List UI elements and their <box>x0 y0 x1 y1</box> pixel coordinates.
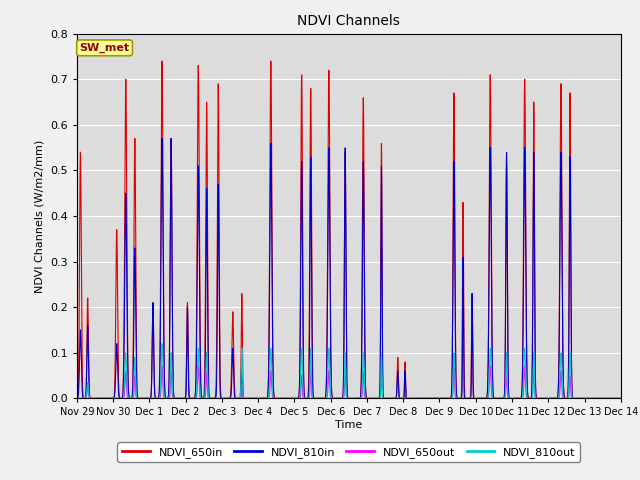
X-axis label: Time: Time <box>335 420 362 430</box>
NDVI_810in <box>73 396 81 401</box>
Line: NDVI_810in: NDVI_810in <box>77 139 621 398</box>
NDVI_810out <box>394 396 402 401</box>
NDVI_810out <box>158 341 166 347</box>
NDVI_650out <box>394 396 402 401</box>
NDVI_810in <box>189 396 197 401</box>
NDVI_810out <box>615 396 623 401</box>
NDVI_810in <box>617 396 625 401</box>
NDVI_650out <box>424 396 432 401</box>
NDVI_810in <box>184 305 191 311</box>
Y-axis label: NDVI Channels (W/m2/mm): NDVI Channels (W/m2/mm) <box>35 139 44 293</box>
NDVI_650in <box>424 396 431 401</box>
NDVI_810in <box>424 396 431 401</box>
Line: NDVI_810out: NDVI_810out <box>77 344 621 398</box>
NDVI_650in <box>615 396 623 401</box>
NDVI_810out <box>617 396 625 401</box>
NDVI_810out <box>73 396 81 401</box>
NDVI_650in <box>596 396 604 401</box>
NDVI_650in <box>617 396 625 401</box>
NDVI_650in <box>184 300 191 306</box>
NDVI_650in <box>276 396 284 401</box>
NDVI_810out <box>184 396 191 401</box>
NDVI_810in <box>276 396 284 401</box>
NDVI_810out <box>276 396 284 401</box>
NDVI_810in <box>158 136 166 142</box>
NDVI_650out <box>189 396 197 401</box>
NDVI_650out <box>184 396 191 401</box>
NDVI_650out <box>501 394 509 400</box>
Text: SW_met: SW_met <box>79 43 130 53</box>
NDVI_650out <box>276 396 284 401</box>
NDVI_650in <box>189 396 197 401</box>
NDVI_650out <box>158 364 166 370</box>
NDVI_650out <box>617 396 625 401</box>
NDVI_810in <box>596 396 604 401</box>
Title: NDVI Channels: NDVI Channels <box>298 14 400 28</box>
Line: NDVI_650out: NDVI_650out <box>77 367 621 398</box>
NDVI_810out <box>189 396 197 401</box>
NDVI_650out <box>615 396 623 401</box>
NDVI_810out <box>501 393 509 399</box>
Legend: NDVI_650in, NDVI_810in, NDVI_650out, NDVI_810out: NDVI_650in, NDVI_810in, NDVI_650out, NDV… <box>118 443 580 462</box>
NDVI_650in <box>158 58 166 64</box>
NDVI_810in <box>615 396 623 401</box>
NDVI_650in <box>73 396 81 401</box>
NDVI_810in <box>501 363 509 369</box>
NDVI_810out <box>424 396 432 401</box>
NDVI_650in <box>501 365 509 371</box>
Line: NDVI_650in: NDVI_650in <box>77 61 621 398</box>
NDVI_650out <box>73 396 81 401</box>
